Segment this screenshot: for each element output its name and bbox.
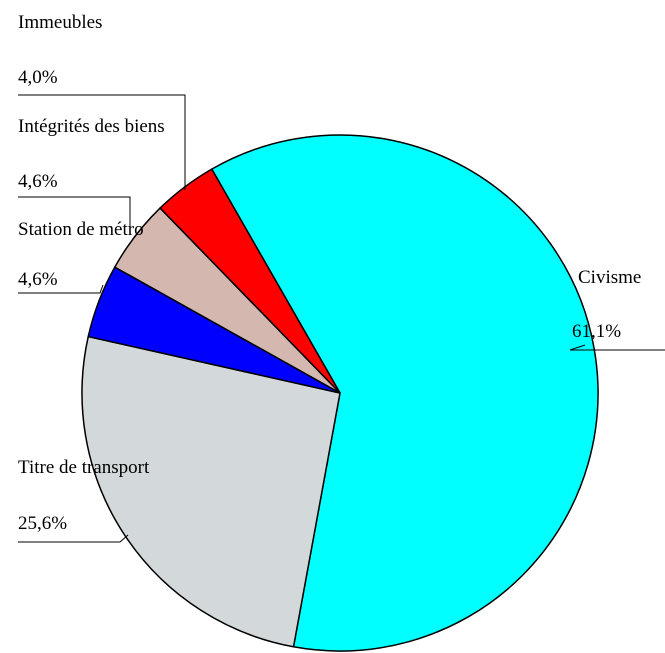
slice-label: Civisme [578, 267, 641, 288]
value-label: 25,6% [18, 513, 67, 534]
leader-line [569, 344, 665, 351]
slice-label: Immeubles [18, 12, 102, 33]
leader-line [18, 284, 104, 294]
value-label: 4,6% [18, 171, 58, 192]
pie-slice [81, 335, 341, 648]
value-label: 4,0% [18, 67, 58, 88]
leader-line [18, 94, 186, 190]
slice-label: Station de métro [18, 219, 144, 240]
leader-line [18, 534, 129, 543]
value-label: 61,1% [572, 321, 621, 342]
slice-label: Titre de transport [18, 457, 150, 478]
value-label: 4,6% [18, 269, 58, 290]
leader-line [18, 196, 131, 230]
slice-label: Intégrités des biens [18, 116, 165, 137]
